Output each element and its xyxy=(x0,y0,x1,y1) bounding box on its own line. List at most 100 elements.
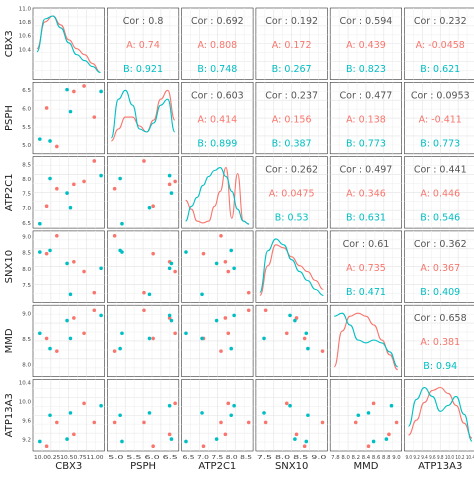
point-b xyxy=(385,437,389,441)
point-a xyxy=(168,433,172,437)
point-b xyxy=(118,347,122,351)
cor-label: Cor : 0.441 xyxy=(414,165,467,176)
point-b xyxy=(288,314,292,318)
point-a xyxy=(168,183,172,187)
point-a xyxy=(173,402,177,406)
row-label-atp13a3: ATP13A3 xyxy=(4,393,15,437)
col-label-cbx3: CBX3 xyxy=(55,461,82,472)
point-a xyxy=(247,309,251,313)
point-b xyxy=(38,222,42,226)
point-a xyxy=(303,337,307,341)
point-a xyxy=(45,337,49,341)
y-tick-label: 6.5 xyxy=(22,88,31,94)
point-b xyxy=(65,262,69,266)
point-a xyxy=(113,187,117,191)
cor-label: Cor : 0.262 xyxy=(265,165,318,176)
point-b xyxy=(232,314,236,318)
cor-label: Cor : 0.362 xyxy=(414,239,467,250)
y-tick-label: 7.5 xyxy=(22,283,31,289)
point-a xyxy=(285,331,289,335)
point-b xyxy=(200,411,204,415)
point-b xyxy=(69,110,73,114)
point-b xyxy=(215,437,219,441)
cor-label: Cor : 0.477 xyxy=(340,90,393,101)
point-a xyxy=(82,84,86,88)
point-b xyxy=(293,437,297,441)
point-a xyxy=(45,444,49,448)
cor-b-label: B: 0.899 xyxy=(197,138,237,149)
point-b xyxy=(170,262,174,266)
point-b xyxy=(99,266,103,270)
cor-b-label: B: 0.773 xyxy=(420,138,460,149)
point-b xyxy=(38,137,42,141)
point-b xyxy=(65,437,69,441)
point-b xyxy=(120,440,124,444)
point-a xyxy=(354,421,358,425)
cor-a-label: A: 0.414 xyxy=(197,114,237,125)
point-a xyxy=(224,316,228,320)
y-tick-label: 8.5 xyxy=(22,162,31,168)
point-b xyxy=(38,331,42,335)
point-a xyxy=(219,421,223,425)
point-b xyxy=(170,437,174,441)
point-a xyxy=(372,402,376,406)
y-tick-label: 8.0 xyxy=(22,177,31,183)
y-tick-label: 9.2 xyxy=(22,438,31,444)
point-a xyxy=(173,331,177,335)
point-b xyxy=(229,413,233,417)
point-b xyxy=(65,319,69,323)
point-b xyxy=(229,249,233,253)
point-a xyxy=(45,204,49,208)
cor-b-label: B: 0.267 xyxy=(272,64,312,75)
col-label-mmd: MMD xyxy=(353,461,378,472)
panel-atp13a3-psph xyxy=(107,380,179,452)
point-b xyxy=(232,266,236,270)
point-a xyxy=(142,159,146,163)
col-label-atp13a3: ATP13A3 xyxy=(418,461,462,472)
point-a xyxy=(264,309,268,313)
y-tick-label: 6.5 xyxy=(22,221,31,227)
point-a xyxy=(113,421,117,425)
point-b xyxy=(120,331,124,335)
point-a xyxy=(173,270,177,274)
point-a xyxy=(367,444,371,448)
row-label-cbx3: CBX3 xyxy=(4,30,15,57)
point-a xyxy=(202,444,206,448)
point-b xyxy=(262,337,266,341)
cor-label: Cor : 0.692 xyxy=(191,16,244,27)
cor-b-label: B: 0.546 xyxy=(420,213,460,224)
point-a xyxy=(142,421,146,425)
point-b xyxy=(48,177,52,181)
cor-label: Cor : 0.658 xyxy=(414,313,467,324)
panel-cbx3-cbx3 xyxy=(33,8,105,80)
point-a xyxy=(285,402,289,406)
point-a xyxy=(72,260,76,264)
point-a xyxy=(226,270,230,274)
point-a xyxy=(224,260,228,264)
cor-b-label: B: 0.53 xyxy=(275,213,309,224)
panel-atp13a3-snx10 xyxy=(256,380,328,452)
cor-label: Cor : 0.0953 xyxy=(411,90,470,101)
cor-label: Cor : 0.594 xyxy=(340,16,393,27)
point-a xyxy=(303,444,307,448)
point-a xyxy=(55,234,59,238)
y-tick-label: 7.0 xyxy=(22,206,31,212)
point-a xyxy=(151,204,155,208)
cor-label: Cor : 0.237 xyxy=(265,90,318,101)
point-b xyxy=(215,262,219,266)
point-a xyxy=(321,349,325,353)
point-a xyxy=(173,180,177,184)
point-a xyxy=(226,331,230,335)
point-b xyxy=(168,174,172,178)
point-a xyxy=(219,349,223,353)
point-b xyxy=(48,139,52,143)
point-b xyxy=(200,292,204,296)
y-tick-label: 8.0 xyxy=(22,362,31,368)
point-b xyxy=(390,404,394,408)
cor-label: Cor : 0.192 xyxy=(265,16,318,27)
y-tick-label: 8.0 xyxy=(22,267,31,273)
point-b xyxy=(69,206,73,210)
point-b xyxy=(48,249,52,253)
point-b xyxy=(148,206,152,210)
